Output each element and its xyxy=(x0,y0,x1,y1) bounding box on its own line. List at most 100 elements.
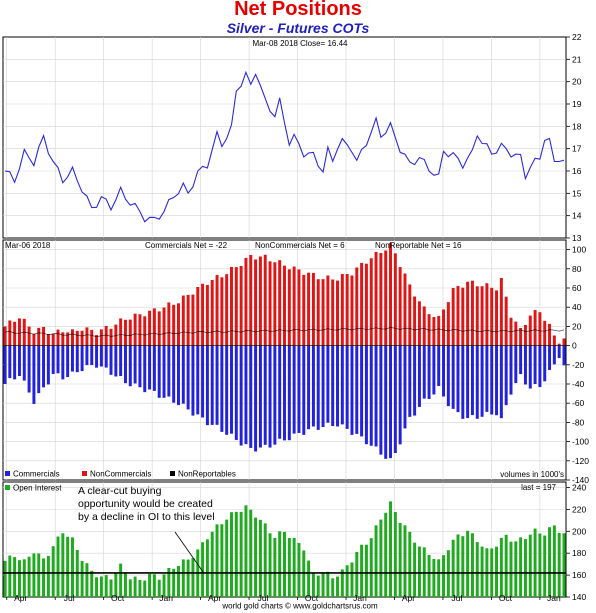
noncommercials-bar xyxy=(123,319,127,346)
x-tick-label: Apr xyxy=(208,593,221,603)
noncommercials-bar xyxy=(181,295,185,346)
open-interest-bar xyxy=(475,542,479,597)
noncommercials-bar xyxy=(99,329,103,346)
open-interest-bar xyxy=(331,578,335,597)
open-interest-bar xyxy=(326,571,330,597)
noncommercials-bar xyxy=(480,286,484,346)
price-y-label: 18 xyxy=(572,121,582,131)
open-interest-bar xyxy=(172,568,176,597)
noncommercials-bar xyxy=(263,254,267,346)
commercials-bar xyxy=(148,345,152,390)
open-interest-bar xyxy=(528,534,532,597)
commercials-bar xyxy=(475,345,479,419)
commercials-bar xyxy=(258,345,262,448)
noncommercials-bar xyxy=(157,311,161,346)
noncommercials-bar xyxy=(442,309,446,346)
commercials-bar xyxy=(403,345,407,429)
commercials-bar xyxy=(46,345,50,385)
open-interest-bar xyxy=(186,559,190,597)
noncommercials-bar xyxy=(234,267,238,346)
noncommercials-bar xyxy=(239,265,243,346)
open-interest-bar xyxy=(239,511,243,597)
open-interest-bar xyxy=(495,546,499,597)
cot-y-label: -120 xyxy=(572,456,589,466)
noncommercials-bar xyxy=(413,296,417,346)
oi-y-label: 240 xyxy=(572,482,586,492)
commercials-bar xyxy=(355,345,359,434)
open-interest-bar xyxy=(32,553,36,597)
noncommercials-bar xyxy=(8,320,12,346)
commercials-bar xyxy=(389,345,392,459)
open-interest-bar xyxy=(104,575,108,597)
commercials-bar xyxy=(3,345,7,384)
noncommercials-bar xyxy=(37,327,41,346)
noncommercials-bar xyxy=(461,287,465,346)
noncommercials-bar xyxy=(514,321,518,346)
price-y-label: 17 xyxy=(572,144,582,154)
commercials-bar xyxy=(61,345,65,380)
commercials-bar xyxy=(557,345,561,359)
cot-y-label: -140 xyxy=(572,475,589,485)
open-interest-bar xyxy=(42,558,46,597)
noncommercials-bar xyxy=(114,324,118,346)
x-tick-label: Oct xyxy=(305,593,319,603)
annotation-line-1: A clear-cut buying xyxy=(78,485,162,497)
noncommercials-bar xyxy=(258,256,262,346)
open-interest-bar xyxy=(273,537,277,597)
x-tick-label: Jan xyxy=(159,593,173,603)
commercials-bar xyxy=(234,345,238,440)
noncommercials-bar xyxy=(490,287,494,346)
oi-y-label: 220 xyxy=(572,504,586,514)
commercials-bar xyxy=(27,345,31,393)
open-interest-bar xyxy=(8,555,12,597)
open-interest-bar xyxy=(451,539,455,597)
noncommercials-bar xyxy=(538,312,542,346)
noncommercials-bar xyxy=(287,269,291,346)
noncommercials-bar xyxy=(456,286,460,346)
noncommercials-bar xyxy=(17,318,21,346)
open-interest-bar xyxy=(292,537,296,597)
noncommercials-bar xyxy=(249,254,253,346)
open-interest-bar xyxy=(143,580,147,597)
noncommercials-bar xyxy=(3,326,7,346)
open-interest-bar xyxy=(148,573,152,597)
commercials-bar xyxy=(321,345,325,427)
noncommercials-bar xyxy=(220,277,224,346)
noncommercials-bar xyxy=(495,290,499,346)
noncommercials-bar xyxy=(422,306,426,346)
commercials-bar xyxy=(509,345,513,395)
commercials-bar xyxy=(210,345,214,425)
noncommercials-bar xyxy=(557,343,561,346)
price-y-label: 15 xyxy=(572,188,582,198)
open-interest-bar xyxy=(128,579,132,597)
cot-y-label: 40 xyxy=(572,302,582,312)
open-interest-bar xyxy=(562,533,566,597)
price-y-label: 20 xyxy=(572,77,582,87)
noncommercials-bar xyxy=(268,261,272,346)
cot-y-label: -80 xyxy=(572,417,585,427)
open-interest-bar xyxy=(504,534,508,597)
commercials-bar xyxy=(119,345,123,377)
commercials-bar xyxy=(205,345,209,426)
noncommercials-bar xyxy=(316,279,320,346)
footer-credit: world gold charts © www.goldchartsrus.co… xyxy=(221,602,378,611)
annotation-line-3: by a decline in OI to this level xyxy=(78,511,215,523)
commercials-bar xyxy=(504,345,508,406)
oi-y-label: 180 xyxy=(572,548,586,558)
noncommercials-bar xyxy=(446,302,450,346)
x-tick-label: Jul xyxy=(258,593,269,603)
commercials-bar xyxy=(191,345,195,416)
noncommercials-bar xyxy=(196,287,200,346)
cot-y-label: 0 xyxy=(572,341,577,351)
cot-y-label: -40 xyxy=(572,379,585,389)
noncommercials-bar xyxy=(374,251,378,346)
noncommercials-bar xyxy=(417,301,421,346)
open-interest-bar xyxy=(336,576,339,597)
open-interest-bar xyxy=(258,519,262,597)
commercials-bar xyxy=(437,345,441,386)
noncommercials-bar xyxy=(230,266,233,346)
commercials-bar xyxy=(283,345,286,441)
commercials-bar xyxy=(104,345,108,368)
noncommercials-bar xyxy=(254,259,258,346)
open-interest-bar xyxy=(17,560,21,597)
